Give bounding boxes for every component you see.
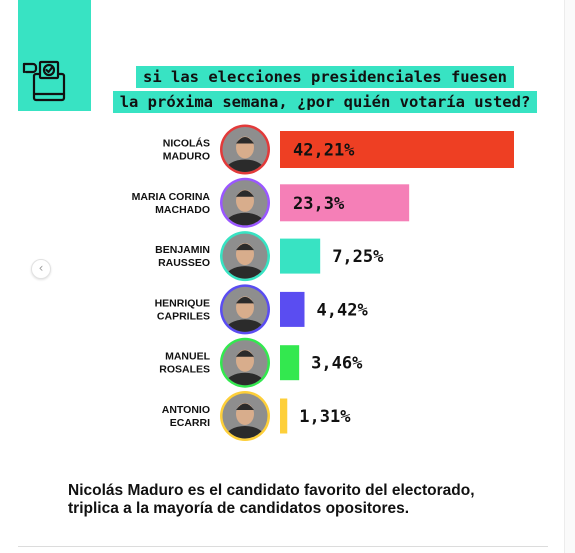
bar — [280, 398, 288, 434]
avatar-suit — [225, 319, 265, 332]
avatar-suit — [225, 159, 265, 172]
avatar-hair — [236, 137, 254, 144]
avatar-suit — [225, 212, 265, 226]
candidate-name-line: MANUEL — [165, 351, 210, 363]
candidate-avatar — [222, 286, 268, 332]
bar-value-label: 42,21% — [293, 141, 355, 161]
candidate-avatar — [222, 180, 268, 226]
candidate-name-line: HENRIQUE — [155, 297, 210, 309]
candidate-avatar — [222, 340, 268, 386]
carousel-prev-button[interactable]: ‹ — [31, 259, 51, 279]
avatar-suit — [225, 426, 265, 439]
bar — [280, 345, 300, 381]
candidate-name-line: RAUSSEO — [158, 257, 210, 269]
footer-line-1: Nicolás Maduro es el candidato favorito … — [68, 482, 475, 499]
candidate-name-line: ANTONIO — [162, 404, 210, 416]
bar-value-label: 23,3% — [293, 194, 345, 214]
candidate-avatar — [222, 127, 268, 172]
candidate-name-line: ROSALES — [159, 364, 210, 376]
page-edge — [564, 0, 575, 553]
bar-value-label: 1,31% — [299, 407, 351, 427]
candidate-avatar — [222, 233, 268, 279]
accent-corner-block — [18, 0, 91, 111]
candidate-name-line: MADURO — [163, 151, 210, 163]
bar-value-label: 3,46% — [311, 354, 363, 374]
avatar-hair — [236, 403, 254, 410]
bar — [280, 238, 321, 274]
candidate-name-line: ECARRI — [170, 417, 210, 429]
bar-value-label: 7,25% — [332, 247, 384, 267]
avatar-suit — [225, 266, 265, 279]
bar — [280, 131, 514, 168]
footer-line-2: triplica a la mayoría de candidatos opos… — [68, 500, 410, 517]
candidate-name-line: NICOLÁS — [163, 137, 210, 150]
avatar-hair — [236, 350, 254, 357]
bar — [280, 184, 410, 222]
candidate-avatar — [222, 393, 268, 439]
title-line-2: la próxima semana, ¿por quién votaría us… — [112, 91, 538, 113]
candidate-name-line: BENJAMIN — [155, 244, 210, 256]
bar-value-label: 4,42% — [317, 300, 369, 320]
chart-footer-note: Nicolás Maduro es el candidato favorito … — [68, 482, 538, 518]
title-line-1: si las elecciones presidenciales fuesen — [136, 66, 514, 88]
chevron-left-icon: ‹ — [38, 261, 44, 275]
bar — [280, 291, 305, 327]
chart-title: si las elecciones presidenciales fuesen … — [100, 66, 550, 116]
candidate-name-line: MARIA CORINA — [132, 191, 211, 203]
avatar-hair — [236, 243, 254, 251]
ballot-box-icon — [22, 60, 66, 102]
candidate-name-line: MACHADO — [155, 204, 210, 216]
avatar-hair — [236, 296, 254, 304]
candidate-name-line: CAPRILES — [157, 310, 210, 322]
avatar-hair — [236, 190, 254, 197]
avatar-suit — [225, 372, 265, 386]
